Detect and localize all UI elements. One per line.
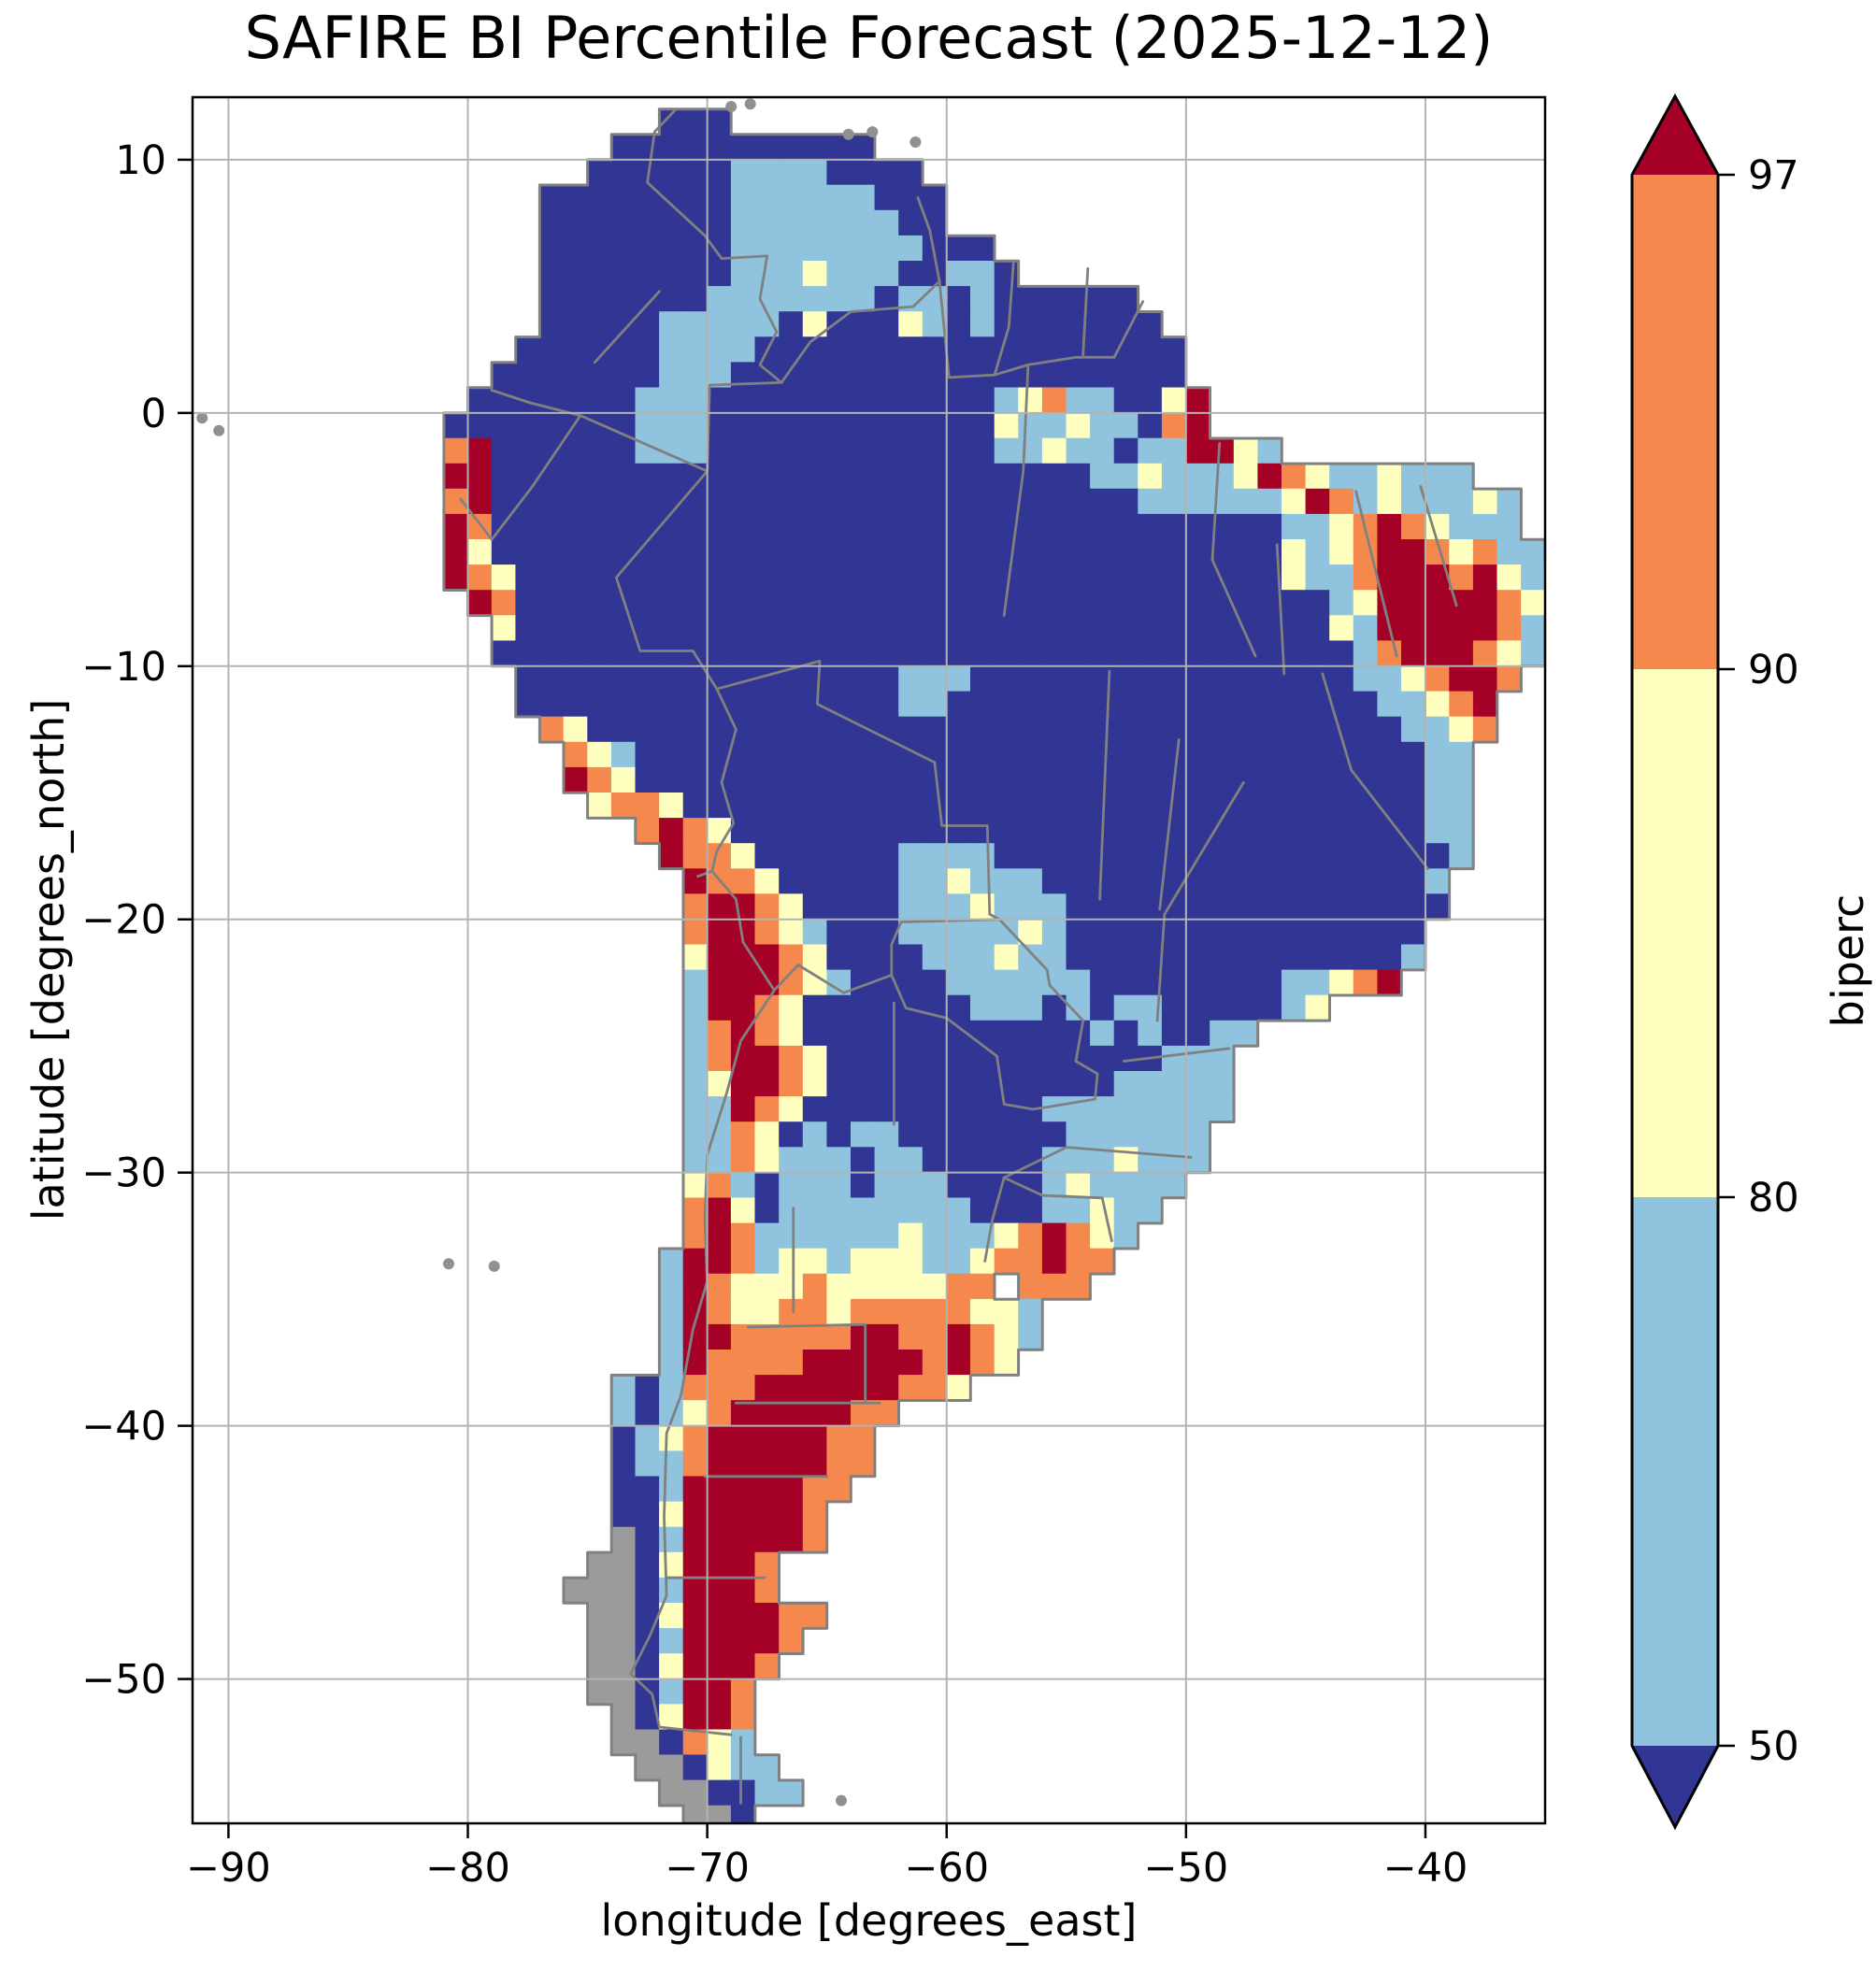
colorbar-tick-label: 90 <box>1748 647 1799 693</box>
y-tick-label: −10 <box>81 644 166 691</box>
axis-ticks: −90 −80 −70 −60 −50 −40 10 0 −10 −20 −30 −40 −50 <box>81 137 1468 1892</box>
raster-grid <box>443 108 1545 1823</box>
colorbar-segment <box>1632 1197 1718 1746</box>
y-tick-label: 10 <box>115 137 166 184</box>
island-dots <box>196 98 922 1807</box>
x-axis-label: longitude [degrees_east] <box>600 1895 1138 1946</box>
y-axis-label: latitude [degrees_north] <box>23 698 74 1221</box>
y-tick-label: −40 <box>81 1404 166 1450</box>
colorbar-under-arrow <box>1632 1746 1718 1827</box>
admin-borders <box>459 107 1458 1805</box>
colorbar-segment <box>1632 669 1718 1197</box>
colorbar-label: biperc <box>1823 893 1873 1028</box>
map-content <box>193 97 1545 1823</box>
axes-frame <box>191 95 1547 1825</box>
plot-title: SAFIRE BI Percentile Forecast (2025-12-1… <box>244 4 1494 72</box>
x-tick-label: −50 <box>1143 1845 1228 1892</box>
x-tick-label: −40 <box>1383 1845 1468 1892</box>
y-tick-label: 0 <box>141 391 166 437</box>
x-tick-label: −70 <box>665 1845 750 1892</box>
colorbar: 97 90 80 50 <box>1630 93 1799 1831</box>
y-tick-label: −30 <box>81 1150 166 1197</box>
colorbar-tick-label: 50 <box>1748 1723 1799 1770</box>
gridlines <box>193 97 1545 1823</box>
colorbar-tick-label: 80 <box>1748 1175 1799 1221</box>
colorbar-over-arrow <box>1632 96 1718 175</box>
colorbar-tick-label: 97 <box>1748 152 1799 199</box>
coastline-outline <box>442 107 1545 1823</box>
x-tick-label: −80 <box>425 1845 510 1892</box>
y-tick-label: −50 <box>81 1657 166 1704</box>
x-tick-label: −60 <box>904 1845 989 1892</box>
colorbar-segment <box>1632 175 1718 669</box>
y-tick-label: −20 <box>81 897 166 944</box>
x-tick-label: −90 <box>186 1845 271 1892</box>
